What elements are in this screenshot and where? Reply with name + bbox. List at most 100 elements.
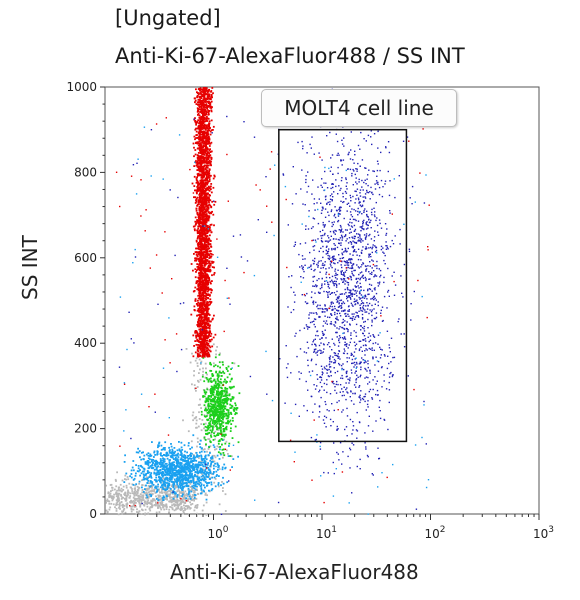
data-point	[135, 472, 137, 475]
data-point	[225, 368, 228, 370]
data-point	[195, 123, 197, 126]
data-point	[203, 95, 206, 98]
data-point	[207, 467, 210, 469]
data-point	[156, 453, 158, 456]
data-point	[177, 456, 180, 458]
data-point	[185, 472, 188, 475]
data-point	[200, 129, 202, 132]
data-point	[204, 406, 207, 409]
data-point	[216, 407, 219, 410]
data-point	[208, 145, 211, 147]
data-point	[194, 216, 197, 219]
data-point	[205, 137, 207, 140]
data-point	[190, 466, 192, 469]
data-point	[110, 502, 113, 505]
data-point	[213, 398, 216, 401]
data-point	[201, 491, 203, 493]
data-point	[206, 399, 209, 402]
data-point	[200, 167, 202, 169]
data-point	[212, 317, 214, 320]
data-point	[205, 458, 208, 461]
data-point	[234, 402, 237, 405]
data-point	[124, 474, 127, 477]
data-point	[217, 417, 220, 420]
data-point	[184, 509, 186, 511]
data-point	[198, 182, 201, 185]
data-point	[203, 414, 206, 416]
data-point	[150, 494, 153, 497]
data-point	[196, 212, 199, 214]
data-point	[110, 490, 112, 492]
data-point	[212, 460, 214, 463]
data-point	[198, 358, 201, 361]
data-point	[207, 293, 210, 296]
data-point	[131, 466, 134, 469]
data-point	[194, 220, 197, 223]
data-point	[197, 101, 200, 103]
data-point	[213, 175, 216, 178]
data-point	[201, 172, 204, 175]
data-point	[178, 493, 180, 496]
data-point	[200, 174, 203, 177]
data-point	[203, 134, 206, 136]
data-point	[199, 133, 202, 136]
data-point	[166, 471, 169, 474]
data-point	[109, 492, 112, 495]
data-point	[200, 255, 203, 258]
data-point	[153, 460, 156, 462]
data-point	[209, 163, 212, 166]
data-point	[210, 417, 212, 420]
data-point	[216, 374, 219, 377]
data-point	[210, 436, 213, 438]
data-point	[212, 336, 215, 339]
data-point	[222, 476, 224, 479]
data-point	[201, 232, 203, 234]
data-point	[195, 103, 198, 105]
data-point	[200, 313, 203, 316]
data-point	[224, 378, 226, 381]
data-point	[199, 180, 202, 182]
data-point	[205, 409, 208, 412]
data-point	[193, 458, 195, 461]
data-point	[206, 349, 209, 352]
data-point	[219, 429, 222, 431]
data-point	[187, 481, 190, 484]
gate-label: [Ungated]	[115, 6, 221, 30]
data-point	[195, 465, 198, 468]
data-point	[195, 130, 198, 133]
data-point	[229, 403, 232, 406]
data-point	[213, 384, 216, 387]
data-point	[196, 204, 198, 207]
data-point	[146, 500, 149, 503]
data-point	[202, 124, 205, 127]
data-point	[195, 137, 197, 139]
data-point	[206, 98, 209, 101]
data-point	[210, 332, 213, 335]
data-point	[171, 464, 174, 467]
data-point	[159, 486, 162, 489]
data-point	[208, 300, 211, 303]
data-point	[218, 404, 221, 407]
data-point	[219, 452, 222, 455]
data-point	[201, 307, 203, 310]
data-point	[205, 119, 208, 122]
data-point	[209, 429, 212, 432]
data-point	[199, 148, 202, 150]
data-point	[205, 246, 208, 249]
data-point	[202, 138, 204, 141]
data-point	[184, 464, 186, 466]
data-point	[169, 467, 172, 470]
data-point	[130, 510, 133, 513]
data-point	[222, 453, 225, 456]
data-point	[202, 240, 205, 242]
data-point	[195, 181, 198, 184]
data-point	[206, 252, 209, 255]
data-point	[203, 208, 206, 211]
data-point	[207, 468, 210, 471]
data-point	[160, 490, 163, 493]
data-point	[202, 367, 204, 370]
data-point	[202, 261, 205, 264]
data-point	[206, 140, 209, 143]
data-point	[162, 499, 164, 501]
data-point	[209, 302, 212, 304]
